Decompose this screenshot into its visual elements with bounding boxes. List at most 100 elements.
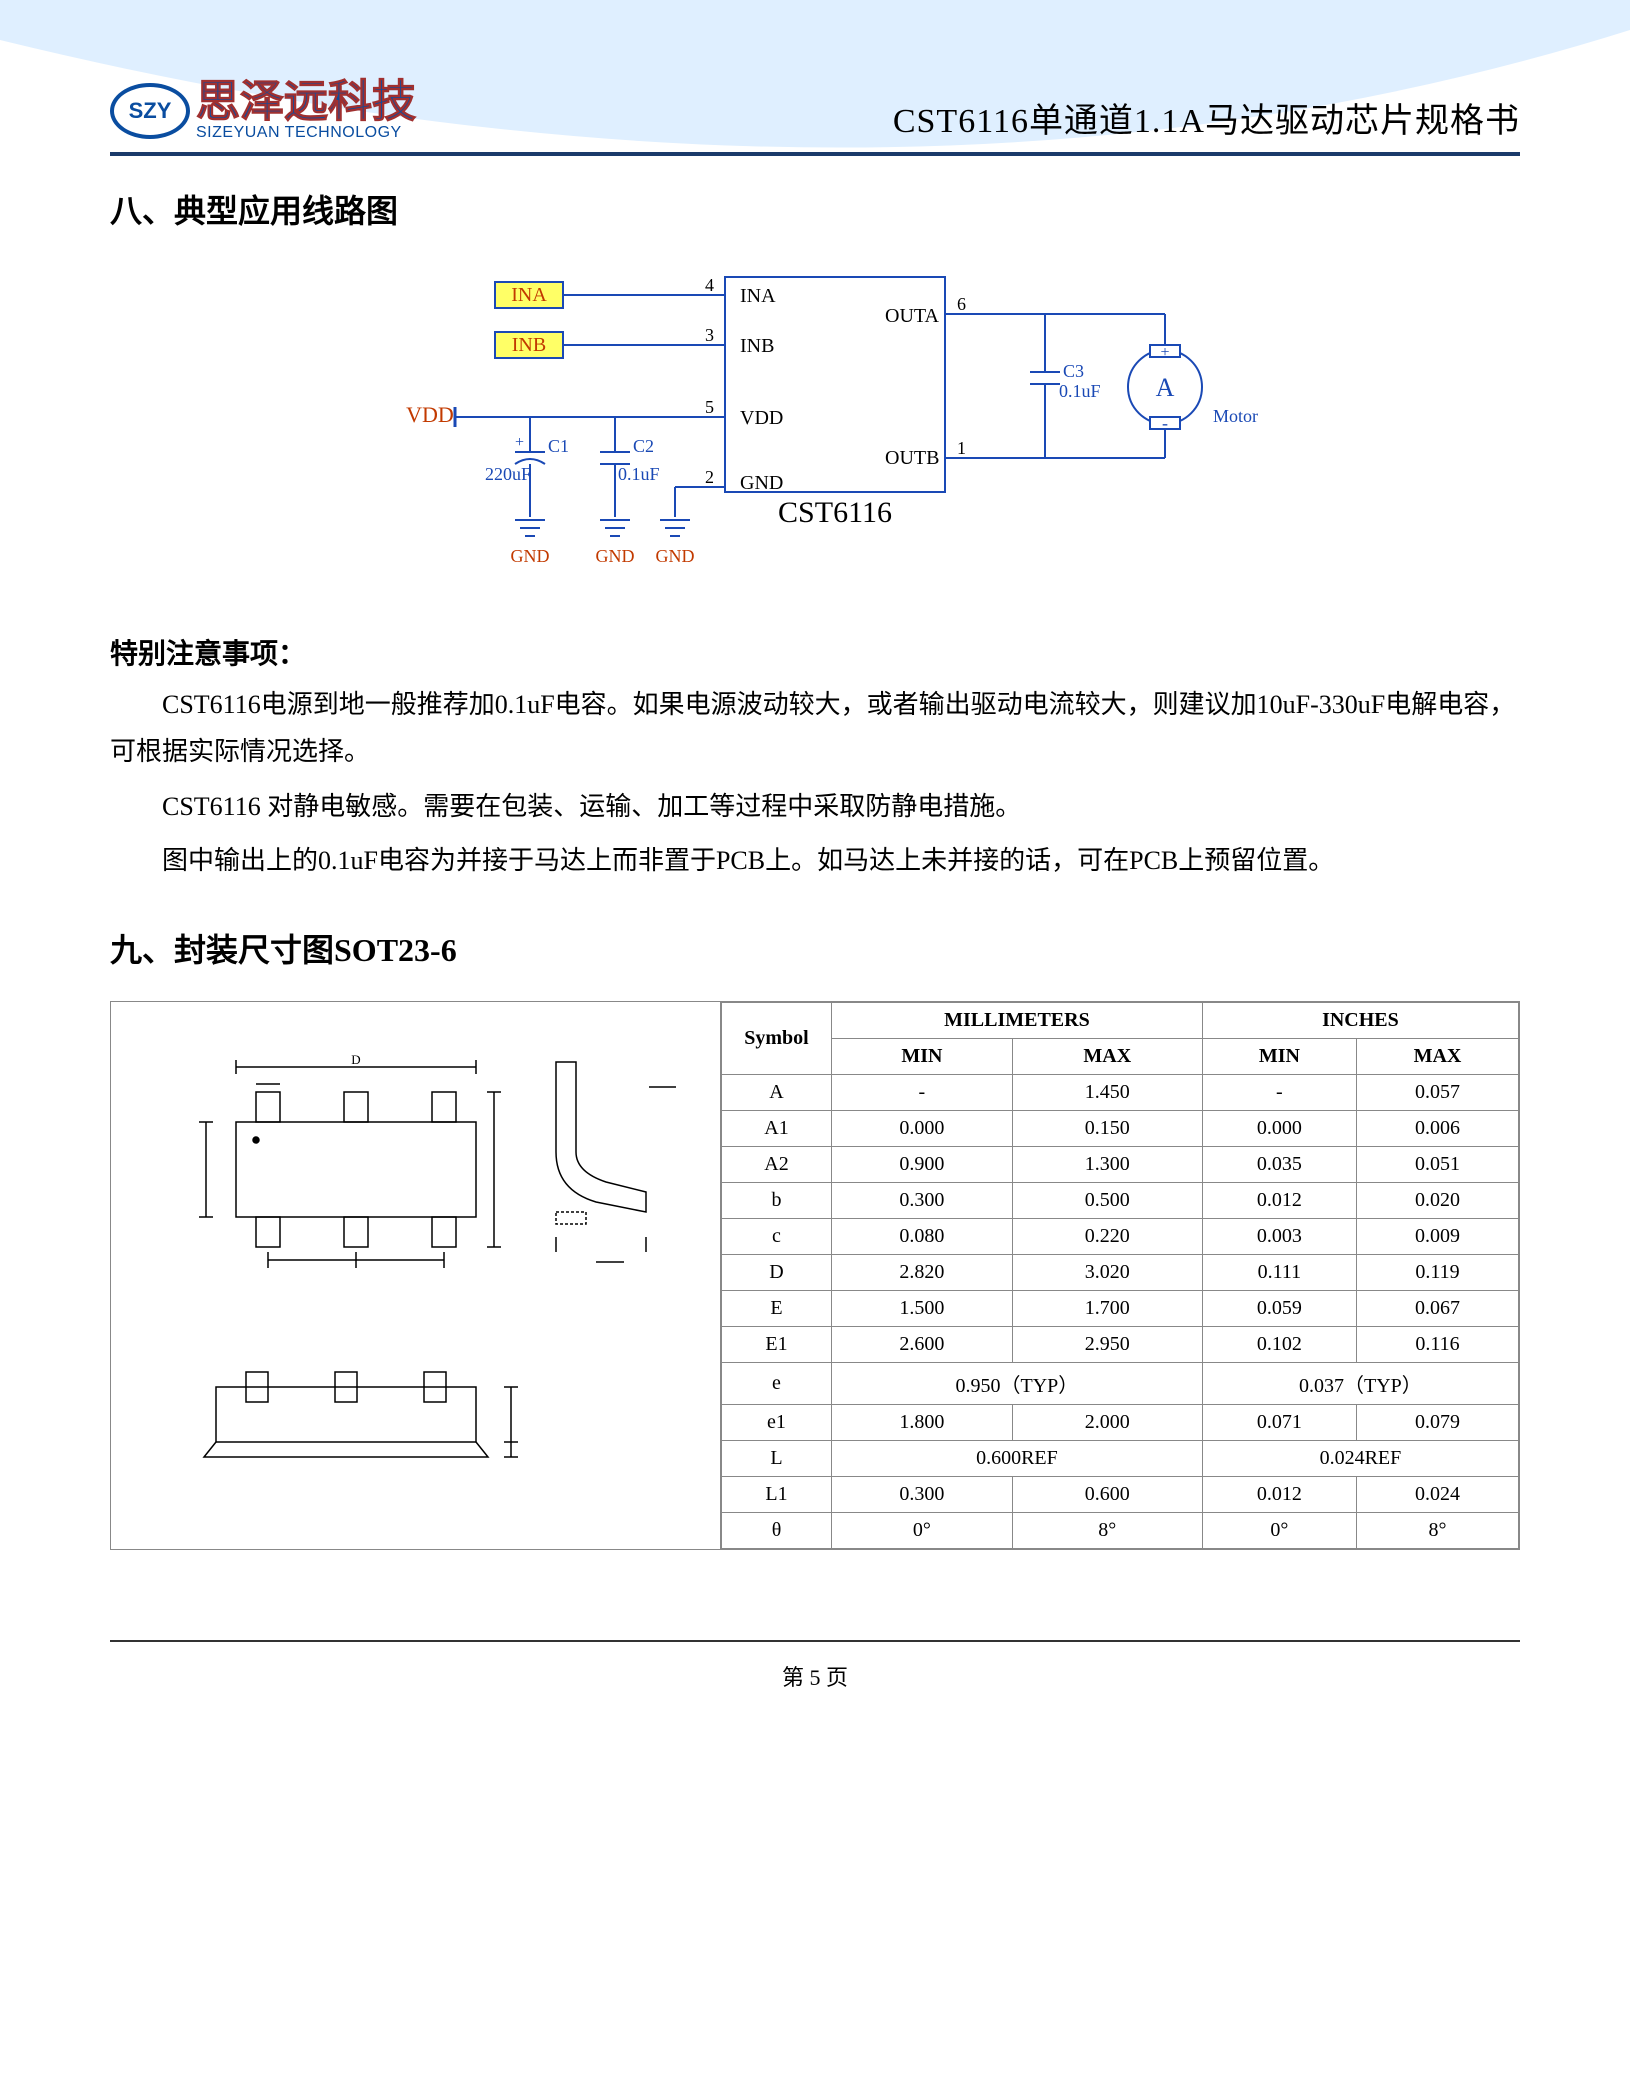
svg-text:GND: GND <box>740 472 783 494</box>
svg-text:-: - <box>1162 413 1168 433</box>
circuit-diagram: INA INB VDD 4 INA 3 INB 5 VDD 2 GND OUTA <box>110 262 1520 592</box>
svg-text:L: L <box>562 1226 569 1240</box>
cell-mm_max: 2.950 <box>1012 1327 1202 1363</box>
cell-mm_max: 0.600 <box>1012 1477 1202 1513</box>
svg-text:GND: GND <box>596 546 635 566</box>
th-symbol: Symbol <box>722 1003 832 1075</box>
c1-val: 220uF <box>485 464 531 484</box>
cell-in_min: 0.111 <box>1202 1255 1356 1291</box>
cell-mm_min: 0.900 <box>832 1147 1013 1183</box>
cell-in_max: 0.024 <box>1356 1477 1518 1513</box>
table-row: A10.0000.1500.0000.006 <box>722 1111 1519 1147</box>
table-row: b0.3000.5000.0120.020 <box>722 1183 1519 1219</box>
table-row: E1.5001.7000.0590.067 <box>722 1291 1519 1327</box>
label-vdd: VDD <box>406 402 454 427</box>
package-svg: D b e e1 E1 <box>126 1022 706 1502</box>
cell-mm-span: 0.600REF <box>832 1441 1203 1477</box>
svg-text:OUTA: OUTA <box>885 305 940 327</box>
th-mm: MILLIMETERS <box>832 1003 1203 1039</box>
header: SZY 思泽远科技 SIZEYUAN TECHNOLOGY CST6116单通道… <box>110 80 1520 156</box>
cell-symbol: A <box>722 1075 832 1111</box>
cell-in_max: 0.119 <box>1356 1255 1518 1291</box>
table-row: e11.8002.0000.0710.079 <box>722 1405 1519 1441</box>
table-row: A-1.450-0.057 <box>722 1075 1519 1111</box>
cell-in_max: 0.079 <box>1356 1405 1518 1441</box>
table-row: L0.600REF0.024REF <box>722 1441 1519 1477</box>
cell-in_min: 0.012 <box>1202 1477 1356 1513</box>
cell-in_min: - <box>1202 1075 1356 1111</box>
cell-mm_min: - <box>832 1075 1013 1111</box>
cell-mm_min: 0.000 <box>832 1111 1013 1147</box>
note-1: CST6116电源到地一般推荐加0.1uF电容。如果电源波动较大，或者输出驱动电… <box>110 682 1520 776</box>
cell-in_max: 0.067 <box>1356 1291 1518 1327</box>
cell-symbol: c <box>722 1219 832 1255</box>
logo: SZY 思泽远科技 SIZEYUAN TECHNOLOGY <box>110 80 416 142</box>
svg-text:0.2: 0.2 <box>666 1071 681 1085</box>
cell-symbol: E <box>722 1291 832 1327</box>
th-in: INCHES <box>1202 1003 1518 1039</box>
c3-name: C3 <box>1063 361 1084 381</box>
svg-text:D: D <box>351 1052 360 1067</box>
label-ina: INA <box>511 284 547 306</box>
cell-mm_min: 0.300 <box>832 1477 1013 1513</box>
svg-text:E: E <box>495 1167 509 1174</box>
svg-text:GND: GND <box>511 546 550 566</box>
table-row: θ0°8°0°8° <box>722 1513 1519 1549</box>
cell-mm_max: 3.020 <box>1012 1255 1202 1291</box>
cell-in_max: 0.020 <box>1356 1183 1518 1219</box>
label-inb: INB <box>512 334 546 356</box>
svg-text:L1: L1 <box>594 1249 607 1263</box>
cell-symbol: E1 <box>722 1327 832 1363</box>
cell-mm_min: 1.500 <box>832 1291 1013 1327</box>
c2-name: C2 <box>633 436 654 456</box>
table-row: c0.0800.2200.0030.009 <box>722 1219 1519 1255</box>
svg-text:+: + <box>1160 344 1169 361</box>
footer: 第 5 页 <box>110 1640 1520 1692</box>
svg-text:6: 6 <box>957 294 966 314</box>
cell-mm_min: 2.820 <box>832 1255 1013 1291</box>
th-mm-max: MAX <box>1012 1039 1202 1075</box>
note-3: 图中输出上的0.1uF电容为并接于马达上而非置于PCB上。如马达上未并接的话，可… <box>110 838 1520 885</box>
motor-label: A <box>1156 373 1175 402</box>
table-row: e0.950（TYP）0.037（TYP） <box>722 1363 1519 1405</box>
svg-text:c: c <box>607 1264 612 1278</box>
cell-symbol: A1 <box>722 1111 832 1147</box>
th-in-max: MAX <box>1356 1039 1518 1075</box>
svg-text:5: 5 <box>705 397 714 417</box>
cell-in_min: 0° <box>1202 1513 1356 1549</box>
cell-mm_max: 8° <box>1012 1513 1202 1549</box>
package-row: D b e e1 E1 <box>110 1001 1520 1550</box>
th-mm-min: MIN <box>832 1039 1013 1075</box>
svg-text:GND: GND <box>656 546 695 566</box>
cell-mm_min: 1.800 <box>832 1405 1013 1441</box>
cell-mm_max: 0.220 <box>1012 1219 1202 1255</box>
cell-in_max: 0.006 <box>1356 1111 1518 1147</box>
cell-mm_max: 1.700 <box>1012 1291 1202 1327</box>
svg-text:3: 3 <box>705 325 714 345</box>
cell-mm_max: 1.450 <box>1012 1075 1202 1111</box>
table-row: D2.8203.0200.1110.119 <box>722 1255 1519 1291</box>
cell-in_min: 0.003 <box>1202 1219 1356 1255</box>
table-row: E12.6002.9500.1020.116 <box>722 1327 1519 1363</box>
package-table: Symbol MILLIMETERS INCHES MIN MAX MIN MA… <box>721 1002 1519 1549</box>
circuit-svg: INA INB VDD 4 INA 3 INB 5 VDD 2 GND OUTA <box>365 262 1265 592</box>
cell-mm_max: 1.300 <box>1012 1147 1202 1183</box>
svg-text:VDD: VDD <box>740 407 783 429</box>
svg-text:b: b <box>294 1077 300 1091</box>
cell-mm_max: 2.000 <box>1012 1405 1202 1441</box>
cell-in_min: 0.102 <box>1202 1327 1356 1363</box>
cell-in_max: 0.116 <box>1356 1327 1518 1363</box>
cell-symbol: L <box>722 1441 832 1477</box>
cell-mm_min: 0.300 <box>832 1183 1013 1219</box>
cell-mm_max: 0.500 <box>1012 1183 1202 1219</box>
th-in-min: MIN <box>1202 1039 1356 1075</box>
cell-in_min: 0.012 <box>1202 1183 1356 1219</box>
package-table-wrap: Symbol MILLIMETERS INCHES MIN MAX MIN MA… <box>721 1002 1519 1549</box>
c2-val: 0.1uF <box>618 464 660 484</box>
cell-symbol: θ <box>722 1513 832 1549</box>
cell-symbol: D <box>722 1255 832 1291</box>
cell-in_max: 0.057 <box>1356 1075 1518 1111</box>
svg-text:e: e <box>309 1264 314 1278</box>
table-row: L10.3000.6000.0120.024 <box>722 1477 1519 1513</box>
cell-in-span: 0.037（TYP） <box>1202 1363 1518 1405</box>
